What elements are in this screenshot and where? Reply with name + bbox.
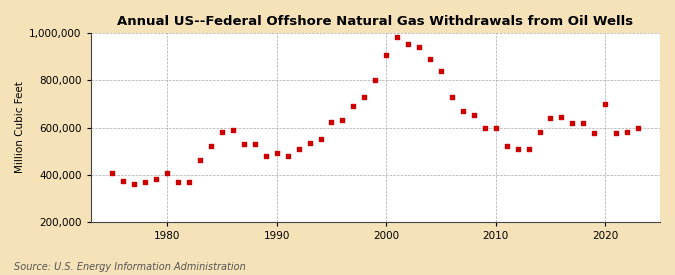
Point — [173, 180, 184, 184]
Point — [162, 171, 173, 176]
Point — [348, 104, 359, 109]
Point — [600, 102, 611, 106]
Point — [337, 118, 348, 123]
Point — [129, 182, 140, 186]
Point — [271, 151, 282, 156]
Point — [479, 125, 490, 130]
Point — [227, 128, 238, 132]
Point — [282, 153, 293, 158]
Point — [304, 141, 315, 145]
Title: Annual US--Federal Offshore Natural Gas Withdrawals from Oil Wells: Annual US--Federal Offshore Natural Gas … — [117, 15, 633, 28]
Point — [107, 171, 118, 176]
Point — [381, 52, 392, 57]
Point — [194, 158, 205, 163]
Point — [392, 35, 402, 39]
Point — [611, 131, 622, 136]
Point — [293, 147, 304, 151]
Point — [447, 95, 458, 99]
Point — [217, 130, 227, 134]
Point — [315, 137, 326, 142]
Point — [250, 142, 261, 146]
Point — [534, 130, 545, 134]
Point — [523, 147, 534, 151]
Point — [632, 125, 643, 130]
Point — [425, 57, 435, 61]
Point — [622, 130, 632, 134]
Text: Source: U.S. Energy Information Administration: Source: U.S. Energy Information Administ… — [14, 262, 245, 272]
Point — [435, 69, 446, 73]
Point — [151, 177, 162, 182]
Point — [502, 144, 512, 148]
Point — [512, 147, 523, 151]
Point — [567, 121, 578, 125]
Point — [403, 42, 414, 46]
Point — [370, 78, 381, 82]
Point — [238, 142, 249, 146]
Point — [545, 116, 556, 120]
Point — [458, 109, 468, 113]
Point — [206, 144, 217, 148]
Point — [589, 131, 599, 136]
Point — [578, 121, 589, 125]
Point — [468, 112, 479, 117]
Point — [118, 178, 129, 183]
Y-axis label: Million Cubic Feet: Million Cubic Feet — [15, 82, 25, 174]
Point — [140, 180, 151, 184]
Point — [556, 115, 567, 119]
Point — [326, 119, 337, 124]
Point — [414, 45, 425, 50]
Point — [359, 95, 370, 99]
Point — [261, 153, 271, 158]
Point — [490, 125, 501, 130]
Point — [184, 180, 194, 184]
